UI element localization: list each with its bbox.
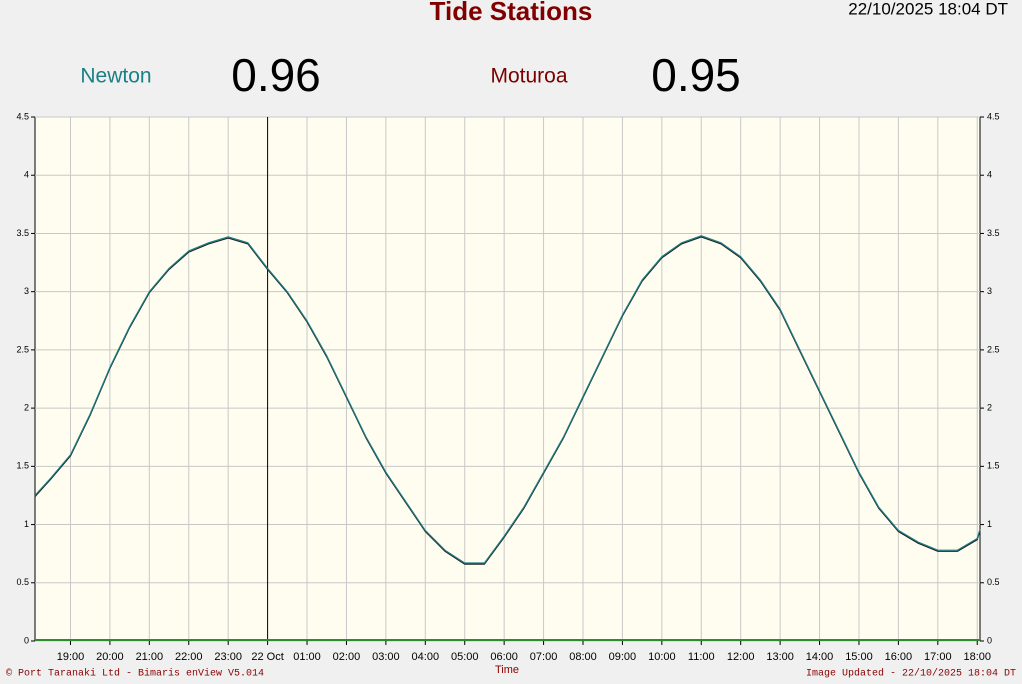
x-tick-label: 23:00 xyxy=(214,651,242,663)
x-axis-label: Time xyxy=(495,664,519,676)
y-tick-label: 4 xyxy=(24,170,29,180)
x-tick-label: 10:00 xyxy=(648,651,676,663)
y-tick-label: 0.5 xyxy=(16,577,29,587)
x-tick-label: 12:00 xyxy=(727,651,755,663)
x-tick-label: 20:00 xyxy=(96,651,124,663)
y-tick-label: 2 xyxy=(24,402,29,412)
chart-title: Tide Stations xyxy=(430,0,593,26)
x-tick-label: 21:00 xyxy=(136,651,164,663)
x-tick-label: 13:00 xyxy=(766,651,794,663)
x-tick-label: 19:00 xyxy=(57,651,85,663)
x-tick-label: 09:00 xyxy=(609,651,637,663)
y-tick-label: 3 xyxy=(987,286,992,296)
y-tick-label: 2 xyxy=(987,402,992,412)
y-tick-label: 2.5 xyxy=(16,344,29,354)
x-tick-label: 22:00 xyxy=(175,651,203,663)
plot-area xyxy=(34,116,981,642)
x-tick-label: 03:00 xyxy=(372,651,400,663)
y-tick-label: 1.5 xyxy=(16,461,29,471)
x-tick-label: 16:00 xyxy=(885,651,913,663)
x-tick-label: 02:00 xyxy=(333,651,361,663)
x-tick-label: 15:00 xyxy=(845,651,873,663)
y-tick-label: 2.5 xyxy=(987,344,1000,354)
x-tick-label: 08:00 xyxy=(569,651,597,663)
station-name: Newton xyxy=(80,65,151,88)
x-tick-label: 04:00 xyxy=(412,651,440,663)
y-tick-label: 3.5 xyxy=(16,228,29,238)
y-tick-label: 0 xyxy=(24,635,29,645)
y-tick-label: 4.5 xyxy=(987,111,1000,121)
x-tick-label: 18:00 xyxy=(963,651,991,663)
footer-right: Image Updated - 22/10/2025 18:04 DT xyxy=(806,668,1016,680)
y-tick-label: 1 xyxy=(24,519,29,529)
x-tick-label: 06:00 xyxy=(490,651,518,663)
y-tick-label: 1.5 xyxy=(987,461,1000,471)
x-tick-label: 17:00 xyxy=(924,651,952,663)
y-tick-label: 1 xyxy=(987,519,992,529)
timestamp: 22/10/2025 18:04 DT xyxy=(848,0,1008,18)
x-tick-label: 07:00 xyxy=(530,651,558,663)
x-tick-label: 01:00 xyxy=(293,651,321,663)
footer-left: © Port Taranaki Ltd - Bimaris enView V5.… xyxy=(6,668,264,680)
station-reading: 0.96 xyxy=(231,49,321,101)
y-tick-label: 3 xyxy=(24,286,29,296)
y-tick-label: 0.5 xyxy=(987,577,1000,587)
x-tick-label: 11:00 xyxy=(688,651,715,663)
y-tick-label: 4.5 xyxy=(16,111,29,121)
series-line xyxy=(34,235,981,564)
x-tick-label: 22 Oct xyxy=(251,651,283,663)
y-tick-label: 4 xyxy=(987,170,992,180)
x-tick-label: 05:00 xyxy=(451,651,479,663)
station-name: Moturoa xyxy=(490,65,567,88)
station-reading: 0.95 xyxy=(651,49,741,101)
x-tick-label: 14:00 xyxy=(806,651,834,663)
y-tick-label: 0 xyxy=(987,635,992,645)
y-tick-label: 3.5 xyxy=(987,228,1000,238)
